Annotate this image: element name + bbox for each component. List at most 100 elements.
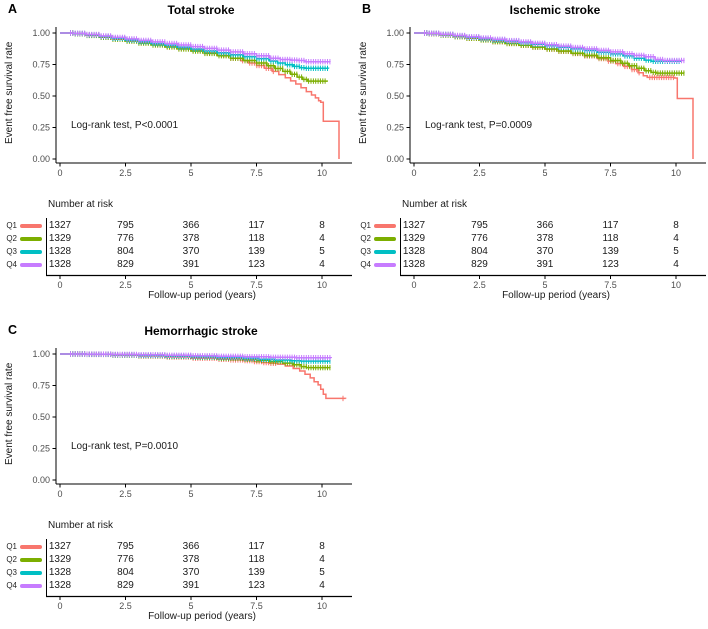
risk-x-tick-label: 7.5 [250,601,263,611]
panel-title: Ischemic stroke [509,3,601,17]
legend-swatch-q1 [374,224,396,228]
y-tick-label: 0.00 [32,154,50,164]
y-tick-label: 0.50 [32,91,50,101]
risk-count: 366 [536,220,554,231]
x-tick-label: 0 [411,168,416,178]
risk-count: 4 [319,580,325,591]
censor-marks-q4 [424,30,685,64]
panel-title: Hemorrhagic stroke [144,324,258,338]
risk-count: 5 [319,246,325,257]
legend-label-q2: Q2 [6,234,17,243]
logrank-annotation: Log-rank test, P=0.0010 [71,441,179,452]
risk-count: 1328 [48,246,72,257]
risk-x-tick-label: 0 [411,280,416,290]
legend-swatch-q2 [20,237,42,241]
panel-ischemic-stroke: B Ischemic stroke Event free survival ra… [354,0,708,308]
risk-count: 4 [319,554,325,565]
risk-count: 391 [182,259,200,270]
risk-count: 1327 [402,220,426,231]
legend-swatch-q3 [20,571,42,575]
risk-count: 370 [182,567,200,578]
y-tick-label: 0.50 [32,412,50,422]
risk-count: 4 [673,233,679,244]
risk-count: 1328 [402,259,426,270]
risk-count: 829 [117,580,134,591]
legend-swatch-q2 [20,558,42,562]
risk-x-tick-label: 5 [188,280,193,290]
risk-count: 804 [117,567,134,578]
risk-count: 8 [319,220,325,231]
y-tick-label: 1.00 [32,28,50,38]
risk-table-axis: 0 2.5 5 7.5 10 [400,274,706,290]
y-tick-label: 1.00 [386,28,404,38]
legend-label-q3: Q3 [6,247,17,256]
legend-swatch-q4 [374,263,396,267]
x-tick-label: 2.5 [119,489,132,499]
x-tick-label: 0 [57,489,62,499]
risk-x-tick-label: 0 [57,601,62,611]
risk-count: 378 [182,233,200,244]
y-tick-label: 1.00 [32,349,50,359]
legend-label-q2: Q2 [6,555,17,564]
x-tick-label: 7.5 [250,489,263,499]
risk-x-tick-label: 0 [57,280,62,290]
panel-letter: A [8,2,18,16]
risk-count: 776 [117,554,134,565]
risk-count: 139 [602,246,619,257]
risk-count: 776 [117,233,134,244]
risk-count: 4 [319,259,325,270]
legend-swatch-q2 [374,237,396,241]
km-curve-q1 [60,32,340,159]
risk-x-tick-label: 10 [317,601,327,611]
risk-count: 804 [471,246,488,257]
risk-count: 5 [673,246,679,257]
risk-count: 391 [536,259,554,270]
risk-count: 795 [471,220,488,231]
y-tick-label: 0.00 [386,154,404,164]
risk-table-header: Number at risk [48,199,114,210]
risk-count: 117 [248,220,265,231]
risk-x-tick-label: 5 [542,280,547,290]
x-tick-label: 2.5 [119,168,132,178]
risk-count: 139 [248,246,265,257]
y-axis-label: Event free survival rate [4,41,15,145]
legend-label-q4: Q4 [6,581,17,590]
risk-count: 123 [248,259,265,270]
risk-table-axis: 0 2.5 5 7.5 10 [46,595,352,611]
legend-label-q1: Q1 [360,221,371,230]
y-tick-label: 0.50 [386,91,404,101]
risk-count: 776 [471,233,488,244]
legend-swatch-q3 [20,250,42,254]
risk-count: 8 [673,220,679,231]
risk-x-tick-label: 10 [317,280,327,290]
risk-table-axis: 0 2.5 5 7.5 10 [46,274,352,290]
survival-plot: 0.00 0.25 0.50 0.75 1.00 0 2.5 5 7.5 10 [32,348,352,499]
risk-x-tick-label: 7.5 [604,280,617,290]
risk-count: 5 [319,567,325,578]
risk-count: 123 [602,259,619,270]
legend-swatch-q1 [20,545,42,549]
risk-count: 391 [182,580,200,591]
risk-count: 117 [248,541,265,552]
risk-count: 1328 [48,259,72,270]
risk-x-tick-label: 5 [188,601,193,611]
legend-swatch-q4 [20,263,42,267]
risk-table-frame [46,218,47,276]
legend-label-q1: Q1 [6,221,17,230]
risk-count: 117 [602,220,619,231]
risk-count: 795 [117,541,134,552]
legend-swatch-q3 [374,250,396,254]
risk-count: 366 [182,541,200,552]
risk-count: 795 [117,220,134,231]
legend-label-q2: Q2 [360,234,371,243]
km-curve-q4 [414,32,685,62]
risk-count: 118 [602,233,619,244]
y-axis-label: Event free survival rate [358,41,369,145]
risk-count: 118 [248,233,265,244]
legend-label-q3: Q3 [360,247,371,256]
x-tick-label: 5 [188,168,193,178]
x-tick-label: 7.5 [250,168,263,178]
y-tick-label: 0.75 [386,60,404,70]
risk-table-frame [46,539,47,597]
risk-count: 4 [673,259,679,270]
